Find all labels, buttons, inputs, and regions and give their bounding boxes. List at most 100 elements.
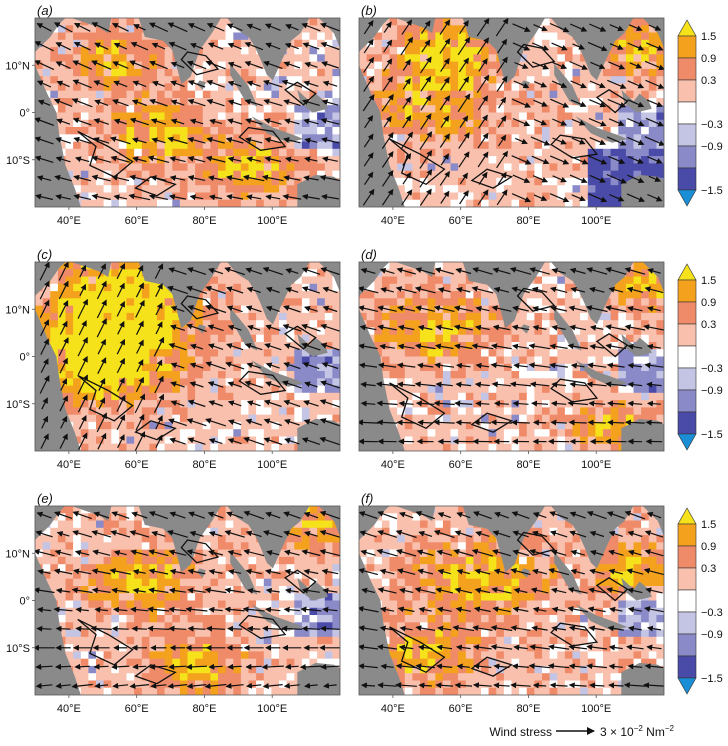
anomaly-cell: [165, 400, 173, 408]
anomaly-cell: [595, 105, 603, 113]
anomaly-cell: [172, 393, 180, 401]
anomaly-cell: [66, 269, 74, 277]
anomaly-cell: [611, 113, 619, 121]
anomaly-cell: [496, 371, 504, 379]
anomaly-cell: [256, 200, 264, 208]
anomaly-cell: [66, 18, 74, 26]
anomaly-cell: [241, 178, 249, 186]
anomaly-cell: [496, 357, 504, 365]
anomaly-cell: [580, 113, 588, 121]
anomaly-cell: [81, 149, 89, 157]
wind-arrow: [457, 422, 471, 423]
anomaly-cell: [489, 62, 497, 70]
anomaly-cell: [656, 69, 664, 77]
anomaly-cell: [134, 335, 142, 343]
anomaly-cell: [412, 113, 420, 121]
anomaly-cell: [420, 349, 428, 357]
anomaly-cell: [88, 306, 96, 314]
anomaly-cell: [428, 407, 436, 415]
anomaly-cell: [310, 320, 318, 328]
anomaly-cell: [412, 33, 420, 41]
anomaly-cell: [310, 277, 318, 285]
anomaly-cell: [573, 105, 581, 113]
anomaly-cell: [435, 437, 443, 445]
anomaly-cell: [287, 105, 295, 113]
anomaly-cell: [325, 47, 333, 55]
anomaly-cell: [332, 393, 340, 401]
anomaly-cell: [611, 163, 619, 171]
anomaly-cell: [271, 193, 279, 201]
anomaly-cell: [504, 163, 512, 171]
anomaly-cell: [287, 69, 295, 77]
anomaly-cell: [397, 54, 405, 62]
anomaly-cell: [603, 393, 611, 401]
anomaly-cell: [405, 69, 413, 77]
anomaly-cell: [188, 142, 196, 150]
anomaly-cell: [466, 142, 474, 150]
anomaly-cell: [287, 429, 295, 437]
anomaly-cell: [519, 185, 527, 193]
anomaly-cell: [172, 444, 180, 452]
anomaly-cell: [588, 349, 596, 357]
anomaly-cell: [527, 335, 535, 343]
anomaly-cell: [466, 386, 474, 394]
anomaly-cell: [618, 163, 626, 171]
anomaly-cell: [142, 313, 150, 321]
anomaly-cell: [481, 371, 489, 379]
anomaly-cell: [271, 200, 279, 208]
anomaly-cell: [226, 149, 234, 157]
anomaly-cell: [557, 415, 565, 423]
anomaly-cell: [496, 386, 504, 394]
anomaly-cell: [451, 134, 459, 142]
anomaly-cell: [595, 444, 603, 452]
anomaly-cell: [332, 335, 340, 343]
anomaly-cell: [172, 142, 180, 150]
anomaly-cell: [428, 349, 436, 357]
anomaly-cell: [626, 142, 634, 150]
anomaly-cell: [565, 349, 573, 357]
anomaly-cell: [374, 298, 382, 306]
anomaly-cell: [412, 407, 420, 415]
anomaly-cell: [557, 437, 565, 445]
anomaly-cell: [611, 185, 619, 193]
anomaly-cell: [104, 83, 112, 91]
anomaly-cell: [180, 400, 188, 408]
anomaly-cell: [172, 185, 180, 193]
anomaly-cell: [481, 386, 489, 394]
anomaly-cell: [66, 134, 74, 142]
anomaly-cell: [165, 142, 173, 150]
anomaly-cell: [435, 444, 443, 452]
anomaly-cell: [565, 120, 573, 128]
anomaly-cell: [626, 306, 634, 314]
anomaly-cell: [542, 364, 550, 372]
anomaly-cell: [382, 33, 390, 41]
anomaly-cell: [412, 298, 420, 306]
anomaly-cell: [142, 291, 150, 299]
anomaly-cell: [603, 69, 611, 77]
anomaly-cell: [512, 349, 520, 357]
anomaly-cell: [325, 313, 333, 321]
wind-arrow: [570, 422, 587, 423]
anomaly-cell: [218, 40, 226, 48]
anomaly-cell: [142, 364, 150, 372]
anomaly-cell: [496, 429, 504, 437]
anomaly-cell: [96, 437, 104, 445]
anomaly-cell: [512, 407, 520, 415]
anomaly-cell: [611, 54, 619, 62]
anomaly-cell: [443, 320, 451, 328]
anomaly-cell: [527, 47, 535, 55]
anomaly-cell: [127, 342, 135, 350]
y-tick-label: 10°N: [5, 60, 30, 72]
anomaly-cell: [66, 156, 74, 164]
anomaly-cell: [496, 91, 504, 99]
anomaly-cell: [73, 400, 81, 408]
anomaly-cell: [451, 371, 459, 379]
anomaly-cell: [165, 163, 173, 171]
anomaly-cell: [435, 327, 443, 335]
anomaly-cell: [81, 277, 89, 285]
anomaly-cell: [580, 91, 588, 99]
anomaly-cell: [96, 33, 104, 41]
anomaly-cell: [210, 200, 218, 208]
anomaly-cell: [127, 378, 135, 386]
